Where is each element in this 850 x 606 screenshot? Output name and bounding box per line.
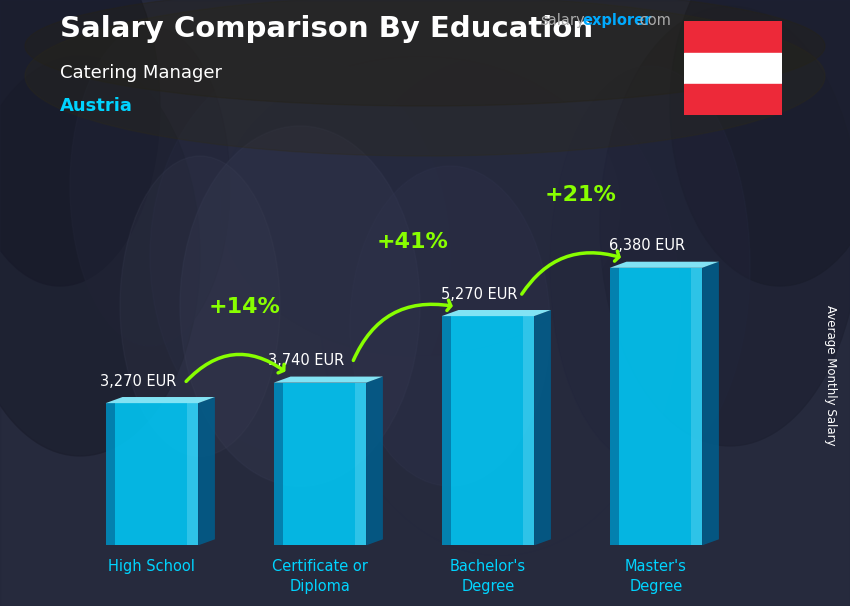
Polygon shape <box>274 382 283 545</box>
Ellipse shape <box>120 156 280 456</box>
Polygon shape <box>105 403 198 545</box>
Ellipse shape <box>150 56 450 456</box>
Text: 3,740 EUR: 3,740 EUR <box>269 353 344 368</box>
Polygon shape <box>442 316 451 545</box>
Polygon shape <box>198 397 215 545</box>
Polygon shape <box>609 268 702 545</box>
Polygon shape <box>442 316 534 545</box>
Text: Catering Manager: Catering Manager <box>60 64 222 82</box>
Polygon shape <box>274 382 366 545</box>
Polygon shape <box>534 310 551 545</box>
Ellipse shape <box>180 126 420 486</box>
Text: +41%: +41% <box>377 232 448 252</box>
Bar <box>684 84 782 115</box>
Ellipse shape <box>0 0 160 286</box>
Text: salary: salary <box>540 13 584 28</box>
FancyArrowPatch shape <box>186 355 284 381</box>
Ellipse shape <box>0 56 200 456</box>
Ellipse shape <box>25 0 825 156</box>
FancyArrowPatch shape <box>354 300 450 361</box>
Text: 5,270 EUR: 5,270 EUR <box>441 287 518 302</box>
Ellipse shape <box>350 166 550 486</box>
Polygon shape <box>355 382 366 545</box>
Text: Austria: Austria <box>60 97 133 115</box>
Ellipse shape <box>550 66 750 466</box>
Text: Salary Comparison By Education: Salary Comparison By Education <box>60 15 592 43</box>
Polygon shape <box>366 376 383 545</box>
Polygon shape <box>523 316 534 545</box>
Ellipse shape <box>600 6 850 446</box>
Polygon shape <box>274 376 382 382</box>
Polygon shape <box>105 397 215 403</box>
Ellipse shape <box>25 0 825 106</box>
Ellipse shape <box>70 26 230 346</box>
Polygon shape <box>609 268 619 545</box>
Text: +14%: +14% <box>208 297 280 317</box>
Polygon shape <box>187 403 198 545</box>
Text: Average Monthly Salary: Average Monthly Salary <box>824 305 837 446</box>
Ellipse shape <box>320 56 680 556</box>
Polygon shape <box>105 403 115 545</box>
Polygon shape <box>609 262 719 268</box>
Text: .com: .com <box>636 13 672 28</box>
Bar <box>684 53 782 84</box>
Text: 3,270 EUR: 3,270 EUR <box>100 373 177 388</box>
Ellipse shape <box>220 56 620 356</box>
Text: explorer: explorer <box>582 13 652 28</box>
Polygon shape <box>702 262 719 545</box>
FancyArrowPatch shape <box>522 251 619 294</box>
Ellipse shape <box>670 0 850 286</box>
Text: +21%: +21% <box>544 184 616 204</box>
Bar <box>684 21 782 53</box>
Polygon shape <box>442 310 551 316</box>
Polygon shape <box>691 268 702 545</box>
Text: 6,380 EUR: 6,380 EUR <box>609 238 686 253</box>
